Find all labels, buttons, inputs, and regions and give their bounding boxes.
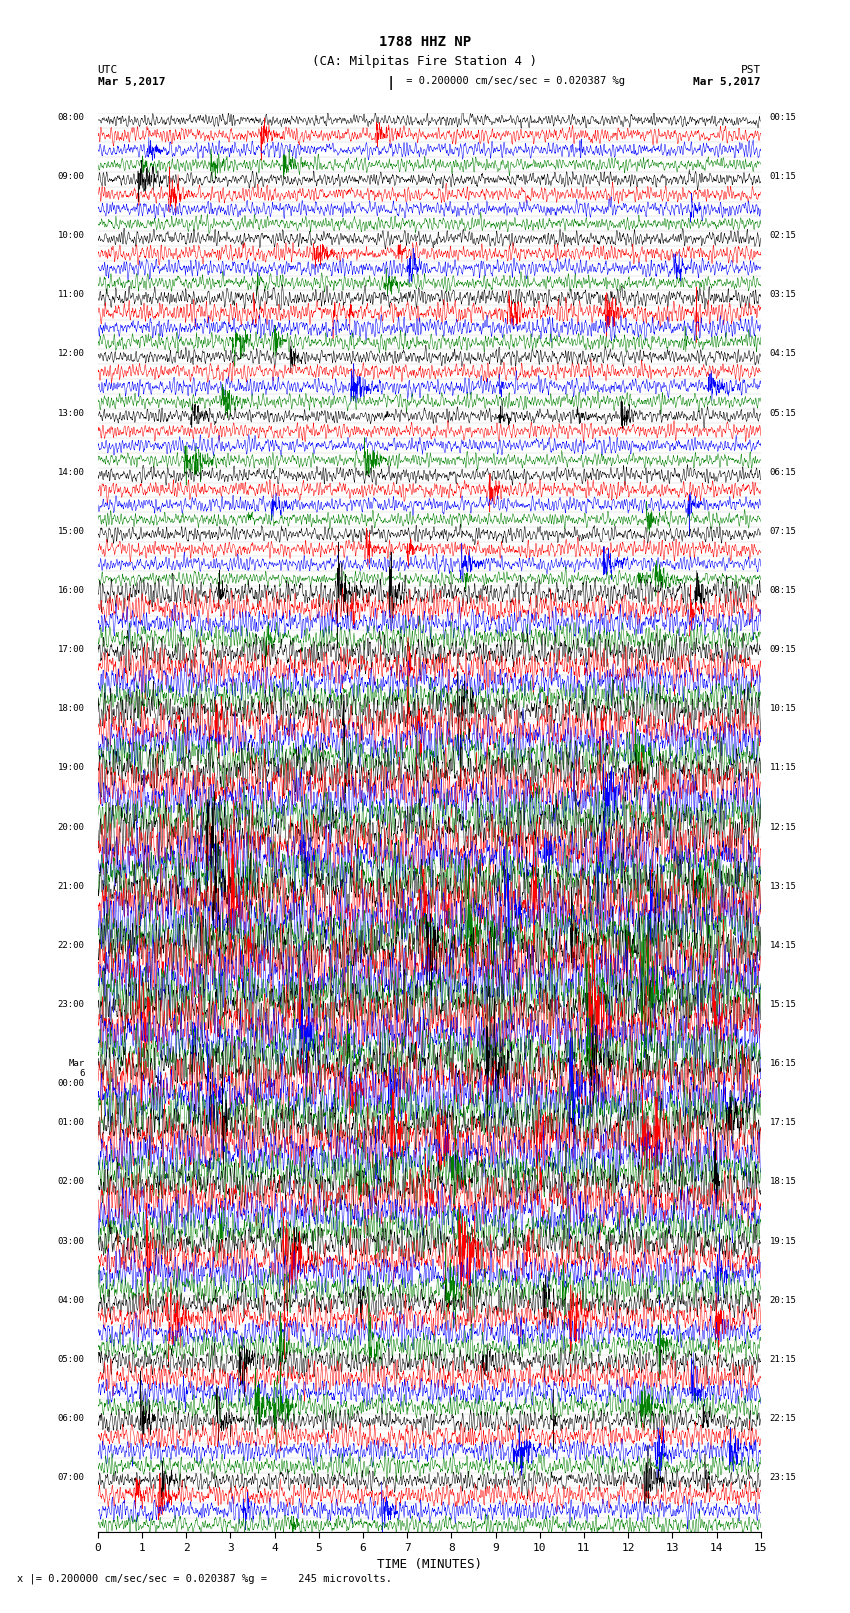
Text: 11:00: 11:00 <box>58 290 84 300</box>
Text: 08:15: 08:15 <box>769 586 796 595</box>
Text: 19:00: 19:00 <box>58 763 84 773</box>
Text: 23:15: 23:15 <box>769 1473 796 1482</box>
Text: 22:00: 22:00 <box>58 940 84 950</box>
Text: 13:15: 13:15 <box>769 882 796 890</box>
Text: 02:15: 02:15 <box>769 231 796 240</box>
Text: 15:15: 15:15 <box>769 1000 796 1010</box>
Text: PST: PST <box>740 65 761 74</box>
Text: 03:00: 03:00 <box>58 1237 84 1245</box>
Text: 13:00: 13:00 <box>58 408 84 418</box>
Text: 22:15: 22:15 <box>769 1415 796 1423</box>
Text: Mar
6
00:00: Mar 6 00:00 <box>58 1060 84 1087</box>
Text: 23:00: 23:00 <box>58 1000 84 1010</box>
Text: 1788 HHZ NP: 1788 HHZ NP <box>379 35 471 50</box>
Text: 18:00: 18:00 <box>58 705 84 713</box>
Text: 12:00: 12:00 <box>58 350 84 358</box>
Text: 10:15: 10:15 <box>769 705 796 713</box>
Text: 01:00: 01:00 <box>58 1118 84 1127</box>
Text: 15:00: 15:00 <box>58 527 84 536</box>
Text: 02:00: 02:00 <box>58 1177 84 1187</box>
Text: 01:15: 01:15 <box>769 173 796 181</box>
Text: 17:00: 17:00 <box>58 645 84 655</box>
Text: 04:00: 04:00 <box>58 1295 84 1305</box>
Text: 06:00: 06:00 <box>58 1415 84 1423</box>
Text: 10:00: 10:00 <box>58 231 84 240</box>
Text: 11:15: 11:15 <box>769 763 796 773</box>
Text: |: | <box>387 76 395 90</box>
Text: 17:15: 17:15 <box>769 1118 796 1127</box>
Text: 12:15: 12:15 <box>769 823 796 832</box>
Text: 20:15: 20:15 <box>769 1295 796 1305</box>
Text: Mar 5,2017: Mar 5,2017 <box>694 77 761 87</box>
Text: = 0.200000 cm/sec/sec = 0.020387 %g: = 0.200000 cm/sec/sec = 0.020387 %g <box>400 76 625 85</box>
Text: 19:15: 19:15 <box>769 1237 796 1245</box>
Text: 21:00: 21:00 <box>58 882 84 890</box>
Text: Mar 5,2017: Mar 5,2017 <box>98 77 165 87</box>
Text: 09:00: 09:00 <box>58 173 84 181</box>
X-axis label: TIME (MINUTES): TIME (MINUTES) <box>377 1558 482 1571</box>
Text: UTC: UTC <box>98 65 118 74</box>
Text: 16:15: 16:15 <box>769 1060 796 1068</box>
Text: 20:00: 20:00 <box>58 823 84 832</box>
Text: (CA: Milpitas Fire Station 4 ): (CA: Milpitas Fire Station 4 ) <box>313 55 537 68</box>
Text: x |= 0.200000 cm/sec/sec = 0.020387 %g =     245 microvolts.: x |= 0.200000 cm/sec/sec = 0.020387 %g =… <box>17 1573 392 1584</box>
Text: 05:15: 05:15 <box>769 408 796 418</box>
Text: 18:15: 18:15 <box>769 1177 796 1187</box>
Text: 08:00: 08:00 <box>58 113 84 123</box>
Text: 03:15: 03:15 <box>769 290 796 300</box>
Text: 00:15: 00:15 <box>769 113 796 123</box>
Text: 06:15: 06:15 <box>769 468 796 477</box>
Text: 14:00: 14:00 <box>58 468 84 477</box>
Text: 16:00: 16:00 <box>58 586 84 595</box>
Text: 04:15: 04:15 <box>769 350 796 358</box>
Text: 21:15: 21:15 <box>769 1355 796 1365</box>
Text: 07:15: 07:15 <box>769 527 796 536</box>
Text: 05:00: 05:00 <box>58 1355 84 1365</box>
Text: 07:00: 07:00 <box>58 1473 84 1482</box>
Text: 09:15: 09:15 <box>769 645 796 655</box>
Text: 14:15: 14:15 <box>769 940 796 950</box>
